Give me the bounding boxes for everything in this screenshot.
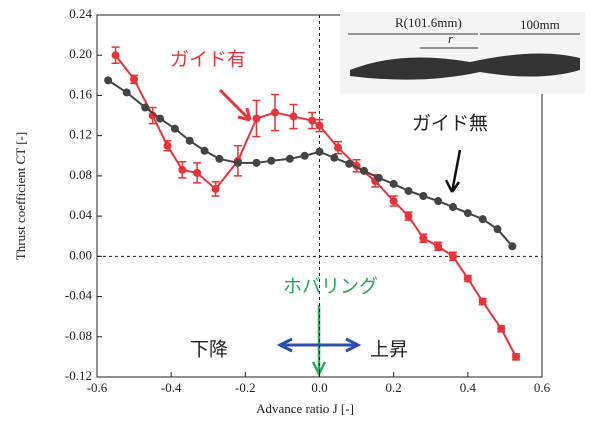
point xyxy=(212,185,220,193)
point xyxy=(390,197,398,205)
point xyxy=(419,234,427,242)
point xyxy=(449,203,457,211)
x-tick-label: -0.4 xyxy=(161,380,182,395)
page: {"chart_data":{"type":"line", "x_label":… xyxy=(0,0,604,432)
point xyxy=(316,148,324,156)
point xyxy=(479,215,487,223)
series-label: ガイド有 xyxy=(170,49,246,71)
point xyxy=(301,152,309,160)
x-tick-label: 0.0 xyxy=(311,380,327,395)
point xyxy=(308,117,316,125)
point xyxy=(419,192,427,200)
point xyxy=(171,125,179,133)
point xyxy=(215,155,223,163)
point xyxy=(141,104,149,112)
inset-label: 100mm xyxy=(520,17,560,32)
point xyxy=(390,180,398,188)
x-tick-label: 0.6 xyxy=(534,380,551,395)
point xyxy=(494,225,502,233)
y-tick-label: -0.04 xyxy=(65,288,93,303)
point xyxy=(405,187,413,195)
y-tick-label: 0.04 xyxy=(69,207,92,222)
point xyxy=(130,75,138,83)
point xyxy=(375,174,383,182)
point xyxy=(271,109,279,117)
series-line xyxy=(108,80,512,246)
arrow xyxy=(446,150,460,192)
chart: R(101.6mm) r 100mm Advance ratio J [-] T… xyxy=(0,0,604,432)
y-tick-label: 0.12 xyxy=(69,127,92,142)
point xyxy=(345,160,353,168)
point xyxy=(112,51,120,59)
point xyxy=(330,154,338,162)
point xyxy=(252,115,260,123)
y-tick-label: -0.08 xyxy=(65,328,92,343)
point xyxy=(449,252,457,260)
point xyxy=(479,298,487,306)
y-tick-label: 0.00 xyxy=(69,247,92,262)
annotation: 下降 xyxy=(190,339,228,361)
point xyxy=(201,147,209,155)
annotation: ホバリング xyxy=(283,276,378,298)
arrow xyxy=(220,90,250,120)
point xyxy=(178,166,186,174)
point xyxy=(123,88,131,96)
y-tick-label: 0.16 xyxy=(69,86,92,101)
point xyxy=(252,159,260,167)
point xyxy=(405,212,413,220)
x-axis-label: Advance ratio J [-] xyxy=(256,401,354,416)
point xyxy=(193,169,201,177)
x-tick-label: -0.2 xyxy=(235,380,256,395)
point xyxy=(497,325,505,333)
x-tick-label: 0.4 xyxy=(460,380,477,395)
series-label: ガイド無 xyxy=(412,113,488,135)
point xyxy=(186,137,194,145)
point xyxy=(512,353,520,361)
x-tick-label: -0.6 xyxy=(87,380,108,395)
inset-label: R(101.6mm) xyxy=(395,15,462,30)
point xyxy=(163,142,171,150)
point xyxy=(316,122,324,130)
point xyxy=(464,209,472,217)
y-axis-label: Thrust coefficient CT [-] xyxy=(13,132,28,260)
y-tick-label: 0.20 xyxy=(69,46,92,61)
point xyxy=(434,242,442,250)
annotation: 上昇 xyxy=(370,339,408,361)
point xyxy=(360,167,368,175)
point xyxy=(434,197,442,205)
point xyxy=(334,144,342,152)
point xyxy=(267,157,275,165)
inset: R(101.6mm) r 100mm xyxy=(340,12,585,94)
point xyxy=(156,115,164,123)
point xyxy=(508,242,516,250)
y-tick-label: 0.08 xyxy=(69,167,92,182)
point xyxy=(104,76,112,84)
y-tick-label: 0.24 xyxy=(69,6,92,21)
point xyxy=(290,113,298,121)
point xyxy=(234,159,242,167)
point xyxy=(464,274,472,282)
x-tick-label: 0.2 xyxy=(386,380,402,395)
point xyxy=(286,155,294,163)
